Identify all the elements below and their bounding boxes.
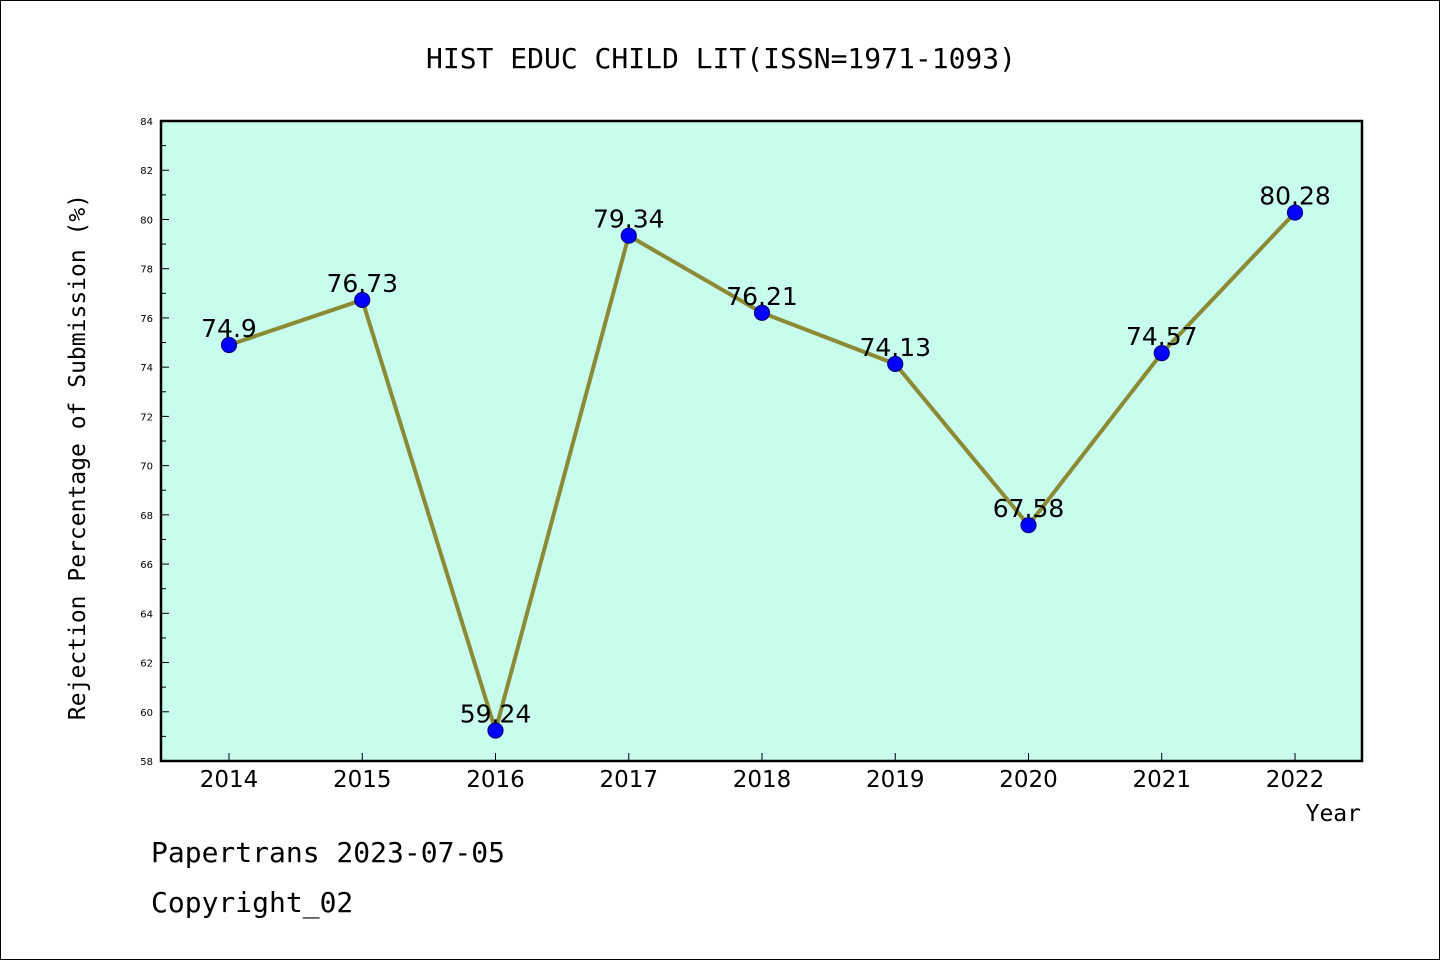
data-point	[1020, 517, 1037, 534]
x-axis: 2014 2015 2016 2017 2018 2019 2020 2021 2022	[200, 753, 1325, 793]
y-tick-label: 76	[140, 314, 153, 325]
y-tick-label: 82	[140, 166, 153, 177]
x-tick-label: 2020	[999, 767, 1058, 793]
data-point	[753, 304, 771, 321]
data-point	[487, 722, 504, 739]
x-tick-label: 2022	[1266, 767, 1325, 793]
x-axis-title: Year	[1306, 801, 1361, 827]
x-tick-label: 2016	[466, 767, 525, 793]
x-tick-label: 2014	[200, 767, 259, 793]
y-tick-label: 80	[140, 215, 153, 226]
data-point	[1153, 345, 1170, 362]
data-point	[1286, 204, 1304, 221]
x-tick-label: 2015	[333, 767, 392, 793]
plot-area	[161, 121, 1362, 761]
data-label: 74.57	[1126, 322, 1198, 351]
footer-copyright: Copyright_02	[151, 886, 354, 919]
data-point	[887, 355, 904, 373]
data-label: 74.13	[859, 333, 931, 362]
data-label: 59.24	[460, 699, 532, 728]
data-label: 76.73	[326, 269, 398, 298]
x-tick-label: 2021	[1132, 767, 1191, 793]
y-tick-label: 60	[140, 708, 153, 719]
y-tick-label: 62	[140, 659, 153, 670]
chart-title: HIST EDUC CHILD LIT(ISSN=1971-1093)	[426, 42, 1016, 75]
footer-date: Papertrans 2023-07-05	[151, 836, 506, 869]
y-axis-title: Rejection Percentage of Submission (%)	[65, 194, 91, 720]
data-point	[220, 336, 238, 354]
x-tick-label: 2017	[599, 767, 658, 793]
data-label: 76.21	[726, 282, 798, 311]
plot-border	[159, 119, 1364, 763]
y-tick-label: 58	[140, 757, 153, 768]
data-point	[620, 227, 637, 244]
x-tick-label: 2018	[733, 767, 792, 793]
y-tick-label: 78	[140, 265, 153, 276]
y-axis: 58 60 62 64 66 68 70 72 74 76 78 80 82 84	[140, 117, 169, 768]
x-tick-label: 2019	[866, 767, 925, 793]
y-tick-label: 70	[140, 462, 153, 473]
data-label: 80.28	[1259, 182, 1331, 211]
y-tick-label: 84	[140, 117, 153, 128]
data-labels: 74.9 76.73 59.24 79.34 76.21 74.13 67.58 74.57 8…	[201, 182, 1331, 729]
data-label: 67.58	[993, 494, 1065, 523]
y-tick-label: 72	[140, 412, 153, 423]
data-point	[354, 291, 371, 309]
data-label: 79.34	[593, 205, 665, 234]
data-label: 74.9	[201, 314, 257, 343]
series	[220, 204, 1304, 739]
y-tick-label: 66	[140, 560, 153, 571]
y-tick-label: 64	[140, 609, 153, 620]
y-tick-label: 68	[140, 511, 153, 522]
y-tick-label: 74	[140, 363, 153, 374]
